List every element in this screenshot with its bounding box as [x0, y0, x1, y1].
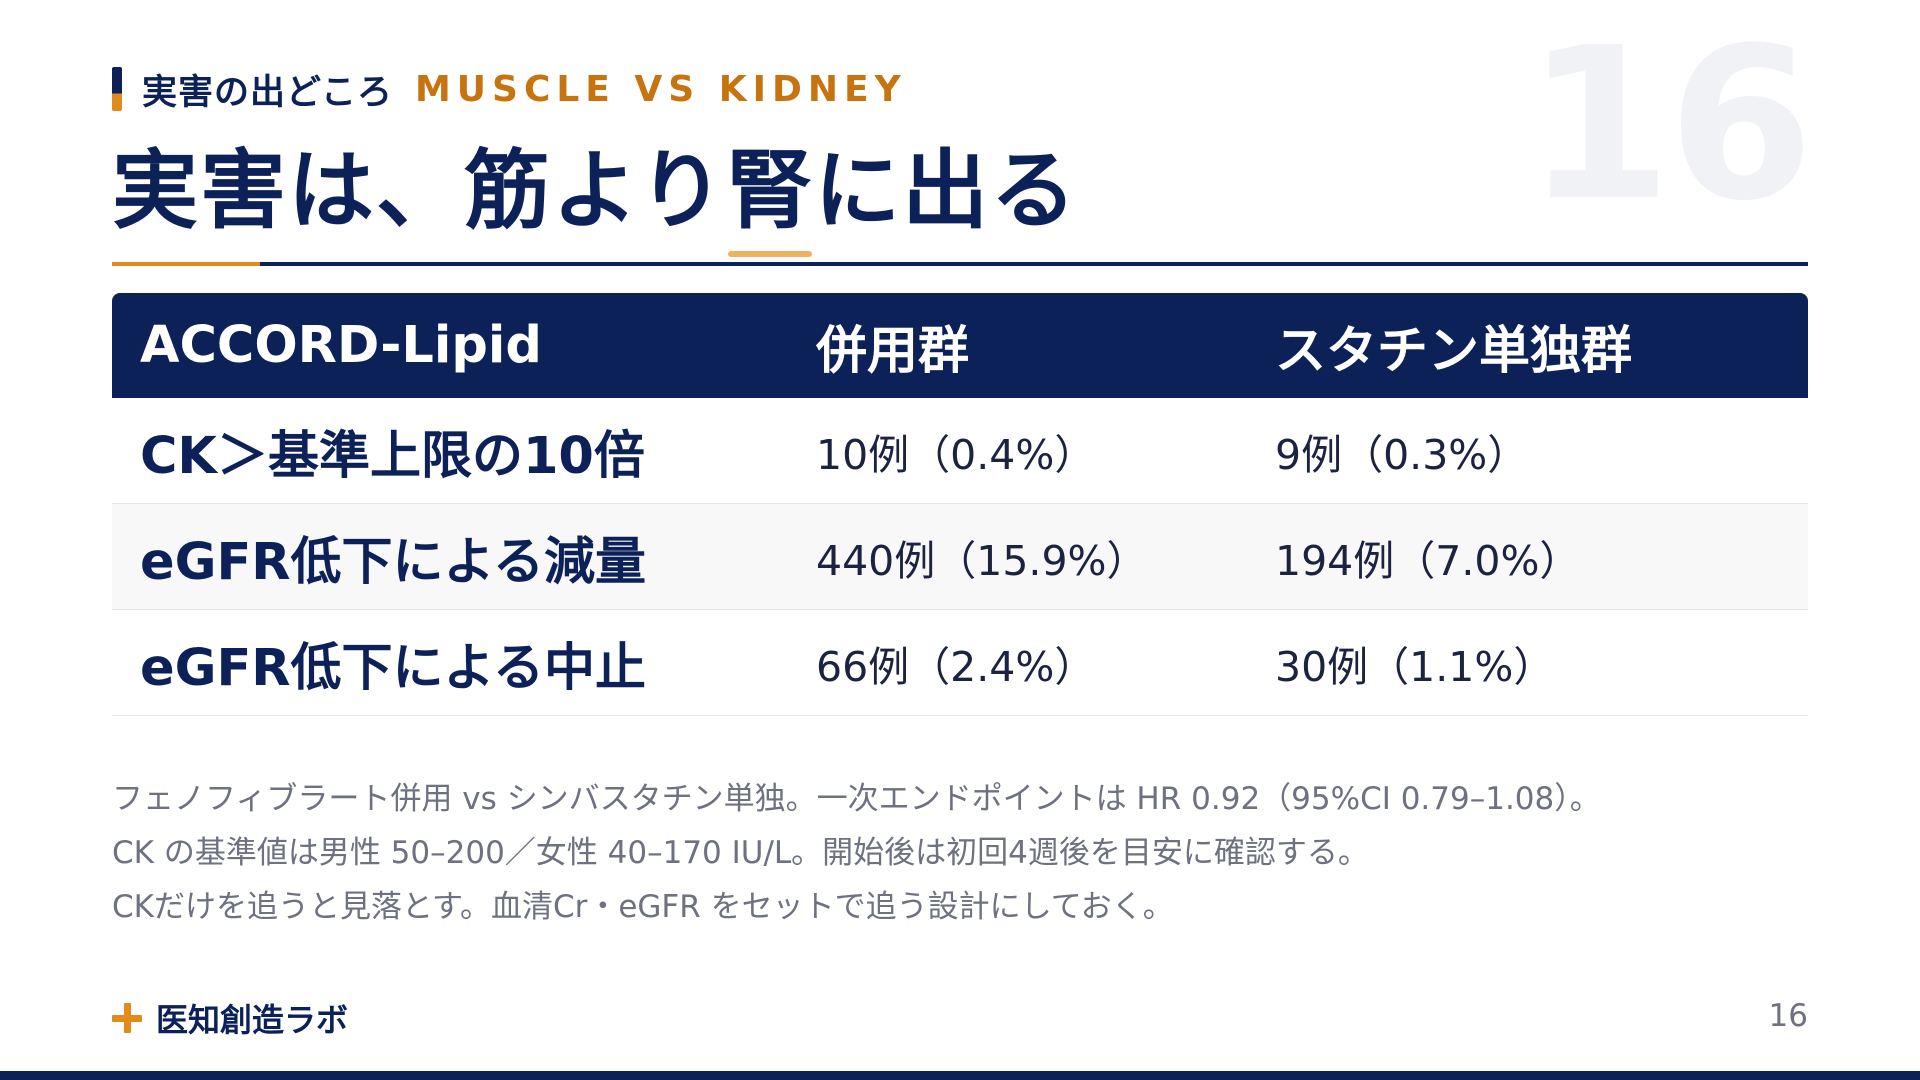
title-text-post: に出る	[814, 141, 1079, 241]
header-statin-group: スタチン単独群	[1275, 321, 1633, 381]
eyebrow-en-label: MUSCLE VS KIDNEY	[414, 68, 907, 110]
title-highlight: 腎	[726, 141, 815, 257]
brand-name: 医知創造ラボ	[156, 1001, 349, 1039]
section-eyebrow: 実害の出どころ MUSCLE VS KIDNEY	[112, 66, 907, 113]
row-combination-value: 66例（2.4%）	[816, 642, 1096, 691]
slide-number-watermark: 16	[1525, 2, 1814, 247]
page-number: 16	[1768, 998, 1808, 1034]
row-statin-value: 9例（0.3%）	[1275, 430, 1529, 479]
row-statin-value: 194例（7.0%）	[1275, 536, 1581, 585]
results-table: ACCORD-Lipid 併用群 スタチン単独群 CK＞基準上限の10倍 10例…	[112, 293, 1808, 716]
row-combination-value: 440例（15.9%）	[816, 536, 1148, 585]
table-row: eGFR低下による中止 66例（2.4%） 30例（1.1%）	[112, 610, 1808, 716]
plus-icon	[112, 1003, 142, 1033]
slide-title: 実害は、筋より腎に出る	[112, 141, 1079, 257]
title-divider	[112, 262, 1808, 266]
table-row: CK＞基準上限の10倍 10例（0.4%） 9例（0.3%）	[112, 398, 1808, 504]
footnote-line: フェノフィブラート併用 vs シンバスタチン単独。一次エンドポイントは HR 0…	[112, 781, 1601, 817]
row-combination-value: 10例（0.4%）	[816, 430, 1096, 479]
eyebrow-jp-label: 実害の出どころ	[142, 72, 393, 113]
title-text-pre: 実害は、筋より	[112, 141, 727, 241]
row-label: CK＞基準上限の10倍	[140, 426, 645, 486]
table-header-row: ACCORD-Lipid 併用群 スタチン単独群	[112, 293, 1808, 398]
table-row: eGFR低下による減量 440例（15.9%） 194例（7.0%）	[112, 504, 1808, 610]
footnotes: フェノフィブラート併用 vs シンバスタチン単独。一次エンドポイントは HR 0…	[112, 772, 1808, 934]
header-combination-group: 併用群	[816, 321, 970, 381]
footer-brand: 医知創造ラボ	[112, 994, 348, 1042]
footnote-line: CK の基準値は男性 50–200／女性 40–170 IU/L。開始後は初回4…	[112, 835, 1369, 871]
header-study: ACCORD-Lipid	[140, 316, 542, 375]
footnote-line: CKだけを追うと見落とす。血清Cr・eGFR をセットで追う設計にしておく。	[112, 889, 1174, 925]
row-label: eGFR低下による減量	[140, 532, 647, 592]
title-divider-accent	[112, 262, 260, 266]
footer-bar	[0, 1071, 1920, 1080]
row-statin-value: 30例（1.1%）	[1275, 642, 1555, 691]
eyebrow-accent-bar	[112, 67, 122, 111]
row-label: eGFR低下による中止	[140, 638, 647, 698]
